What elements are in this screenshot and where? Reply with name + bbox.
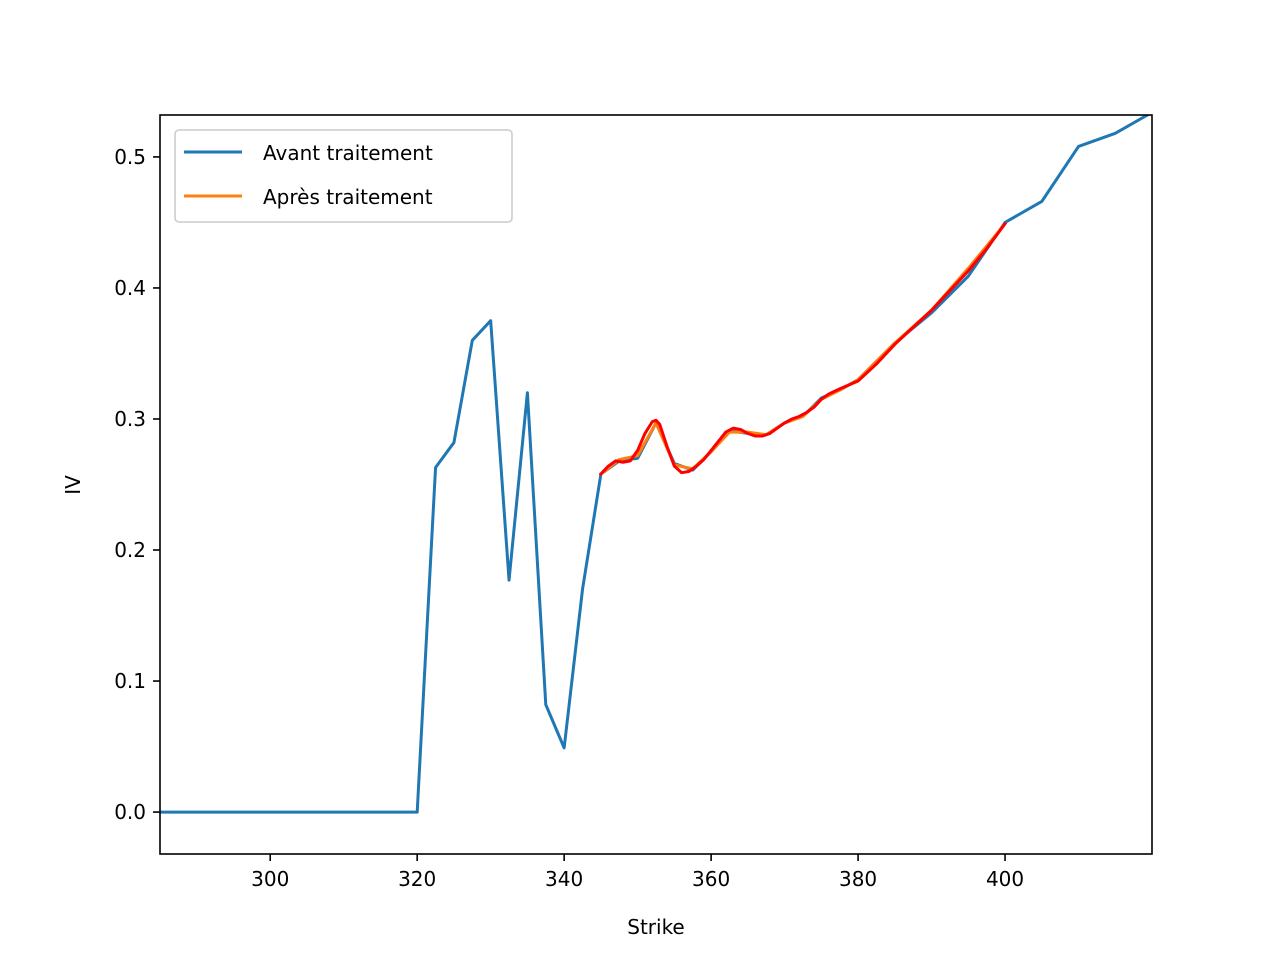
y-axis: 0.0 0.1 0.2 0.3 0.4 0.5 [114,145,160,824]
y-axis-label: IV [61,475,85,495]
x-tick-label: 340 [545,867,583,891]
y-tick-label: 0.4 [114,276,146,300]
plot-frame [159,114,1153,855]
legend: Avant traitement Après traitement [174,129,513,223]
x-axis: 300 320 340 360 380 400 [251,854,1024,891]
legend-box [174,129,513,223]
x-tick-label: 400 [986,867,1024,891]
plot-lines [160,115,1151,814]
x-axis-label: Strike [627,915,685,939]
x-tick-label: 380 [839,867,877,891]
y-tick-label: 0.1 [114,669,146,693]
y-tick-label: 0.2 [114,538,146,562]
x-tick-label: 360 [692,867,730,891]
legend-label-avant: Avant traitement [263,141,433,165]
series-line-smoothed-fit [598,221,1008,477]
y-tick-label: 0.0 [114,800,146,824]
x-tick-label: 320 [398,867,436,891]
y-tick-label: 0.3 [114,407,146,431]
y-tick-label: 0.5 [114,145,146,169]
legend-label-apres: Après traitement [263,185,433,209]
x-tick-label: 300 [251,867,289,891]
